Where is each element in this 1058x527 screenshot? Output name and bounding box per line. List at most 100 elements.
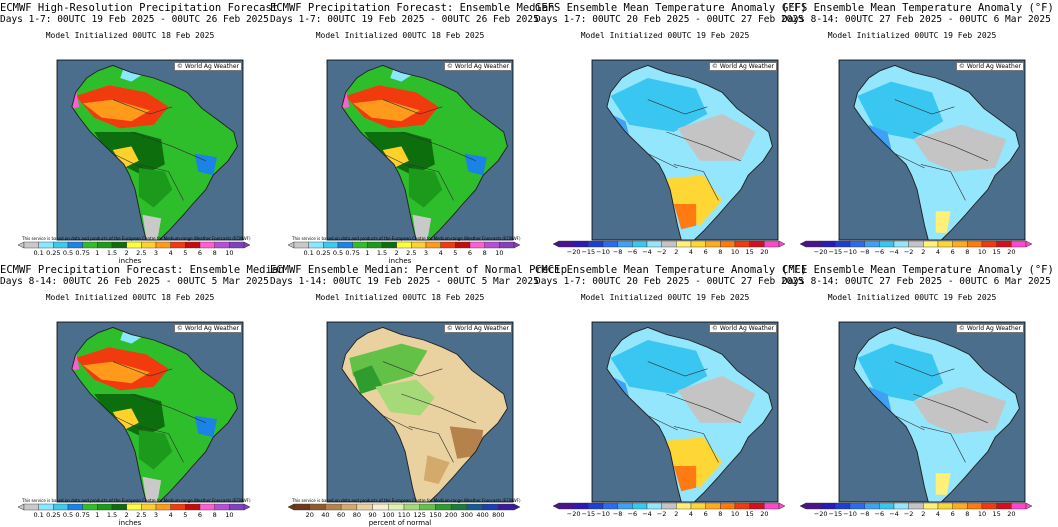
colorbar-tick-label: 20	[760, 510, 769, 518]
forecast-region	[382, 146, 409, 168]
colorbar-bin	[573, 502, 589, 510]
colorbar-tick-label: 0.1	[303, 249, 314, 257]
colorbar-tick-label: 15	[992, 510, 1001, 518]
colorbar-tick-label: −2	[903, 510, 914, 518]
colorbar-bin	[482, 503, 499, 511]
colorbar-tick-label: −6	[627, 510, 638, 518]
colorbar-bin	[23, 503, 39, 511]
colorbar-bin	[676, 240, 692, 248]
colorbar-bin	[214, 503, 230, 511]
panel-title: ECMWF Precipitation Forecast: Ensemble M…	[270, 2, 555, 14]
panel-period: Days 8-14: 00UTC 27 Feb 2025 - 00UTC 6 M…	[782, 276, 1051, 287]
colorbar-bin	[558, 502, 574, 510]
panel-init-time: Model Initialized 00UTC 18 Feb 2025	[315, 293, 485, 302]
colorbar-bin	[111, 503, 127, 511]
panel-init-time: Model Initialized 00UTC 18 Feb 2025	[45, 31, 215, 40]
colorbar-bin	[835, 502, 851, 510]
forecast-map	[56, 321, 244, 503]
colorbar-max-arrow	[513, 241, 520, 249]
forecast-map	[591, 321, 779, 503]
colorbar-bin	[849, 502, 865, 510]
colorbar-bin	[53, 503, 69, 511]
colorbar-bin	[967, 240, 983, 248]
colorbar-tick-labels: −20 −15 −10 −8 −6 −4 −2 2 4 6 8 10 15 20	[559, 510, 779, 519]
panel-title: GEFS Ensemble Mean Temperature Anomaly (…	[535, 2, 807, 14]
coastline	[341, 326, 508, 503]
colorbar-tick-label: 0.25	[46, 511, 61, 519]
forecast-region	[677, 114, 756, 161]
forecast-map	[591, 59, 779, 241]
panel-period: Days 1-14: 00UTC 19 Feb 2025 - 00UTC 5 M…	[270, 276, 539, 287]
colorbar-tick-label: 8	[718, 510, 723, 518]
colorbar-max-arrow	[1025, 240, 1032, 248]
country-border	[408, 426, 454, 463]
colorbar-bin	[749, 240, 765, 248]
country-border	[382, 153, 413, 169]
colorbar-tick-label: −4	[889, 248, 899, 256]
colorbar-bin	[155, 241, 171, 249]
colorbar-min-arrow	[553, 502, 560, 510]
colorbar-bin	[388, 503, 405, 511]
forecast-region	[857, 81, 944, 140]
colorbar-bin	[126, 241, 142, 249]
colorbar-tick-labels: −20 −15 −10 −8 −6 −4 −2 2 4 6 8 10 15 20	[806, 248, 1026, 257]
colorbar-bin	[38, 503, 54, 511]
colorbar-bin	[469, 241, 485, 249]
colorbar-tick-label: 0.1	[33, 511, 44, 519]
colorbar-bin	[308, 241, 324, 249]
forecast-region	[83, 361, 150, 384]
colorbar-tick-label: −4	[642, 510, 652, 518]
forecast-region	[194, 153, 217, 176]
colorbar-bin	[309, 503, 326, 511]
country-border	[112, 99, 173, 115]
forecast-region	[423, 455, 450, 484]
colorbar	[553, 240, 785, 248]
colorbar-bin	[185, 503, 201, 511]
colorbar-bin	[893, 240, 909, 248]
forecast-region	[610, 340, 708, 394]
country-border	[408, 164, 454, 201]
colorbar-tick-label: 15	[745, 248, 754, 256]
country-border	[894, 153, 925, 169]
colorbar-bin	[646, 240, 662, 248]
colorbar-bin	[396, 241, 412, 249]
forecast-panel: ECMWF Precipitation Forecast: Ensemble M…	[0, 262, 284, 527]
credit-label: © World Ag Weather	[443, 62, 512, 71]
colorbar-bin	[23, 241, 39, 249]
colorbar-bin	[764, 502, 780, 510]
disclaimer-text: This service is based on data and produc…	[292, 236, 521, 241]
colorbar-bin	[293, 241, 309, 249]
colorbar-tick-label: 10	[495, 249, 504, 257]
colorbar-bin	[499, 241, 515, 249]
colorbar-min-arrow	[800, 240, 807, 248]
colorbar-tick-label: −15	[581, 510, 596, 518]
colorbar-bin	[864, 240, 880, 248]
country-border	[894, 361, 955, 377]
colorbar-bin	[908, 240, 924, 248]
country-border	[647, 361, 708, 377]
colorbar-bin	[126, 503, 142, 511]
colorbar	[18, 241, 250, 249]
colorbar-tick-label: 0.5	[62, 249, 74, 257]
colorbar-bin	[38, 241, 54, 249]
panel-title: ECMWF Ensemble Median: Percent of Normal…	[270, 264, 568, 276]
colorbar-bin	[617, 240, 633, 248]
colorbar-bin	[996, 502, 1012, 510]
panel-init-time: Model Initialized 00UTC 18 Feb 2025	[45, 293, 215, 302]
forecast-region	[610, 78, 708, 132]
colorbar-bin	[617, 502, 633, 510]
colorbar-tick-label: −2	[656, 510, 667, 518]
colorbar-bin	[411, 241, 427, 249]
coastline	[853, 326, 1020, 503]
colorbar-tick-label: −10	[843, 248, 857, 256]
colorbar-bin	[923, 240, 939, 248]
forecast-region	[464, 153, 487, 176]
colorbar-tick-labels: −20 −15 −10 −8 −6 −4 −2 2 4 6 8 10 15 20	[559, 248, 779, 257]
colorbar-tick-label: 5	[453, 249, 458, 257]
colorbar-bin	[573, 240, 589, 248]
colorbar-bin	[229, 503, 245, 511]
colorbar-tick-label: −20	[566, 510, 581, 518]
colorbar-max-arrow	[778, 240, 785, 248]
forecast-region	[913, 124, 1007, 172]
country-border	[647, 415, 678, 431]
